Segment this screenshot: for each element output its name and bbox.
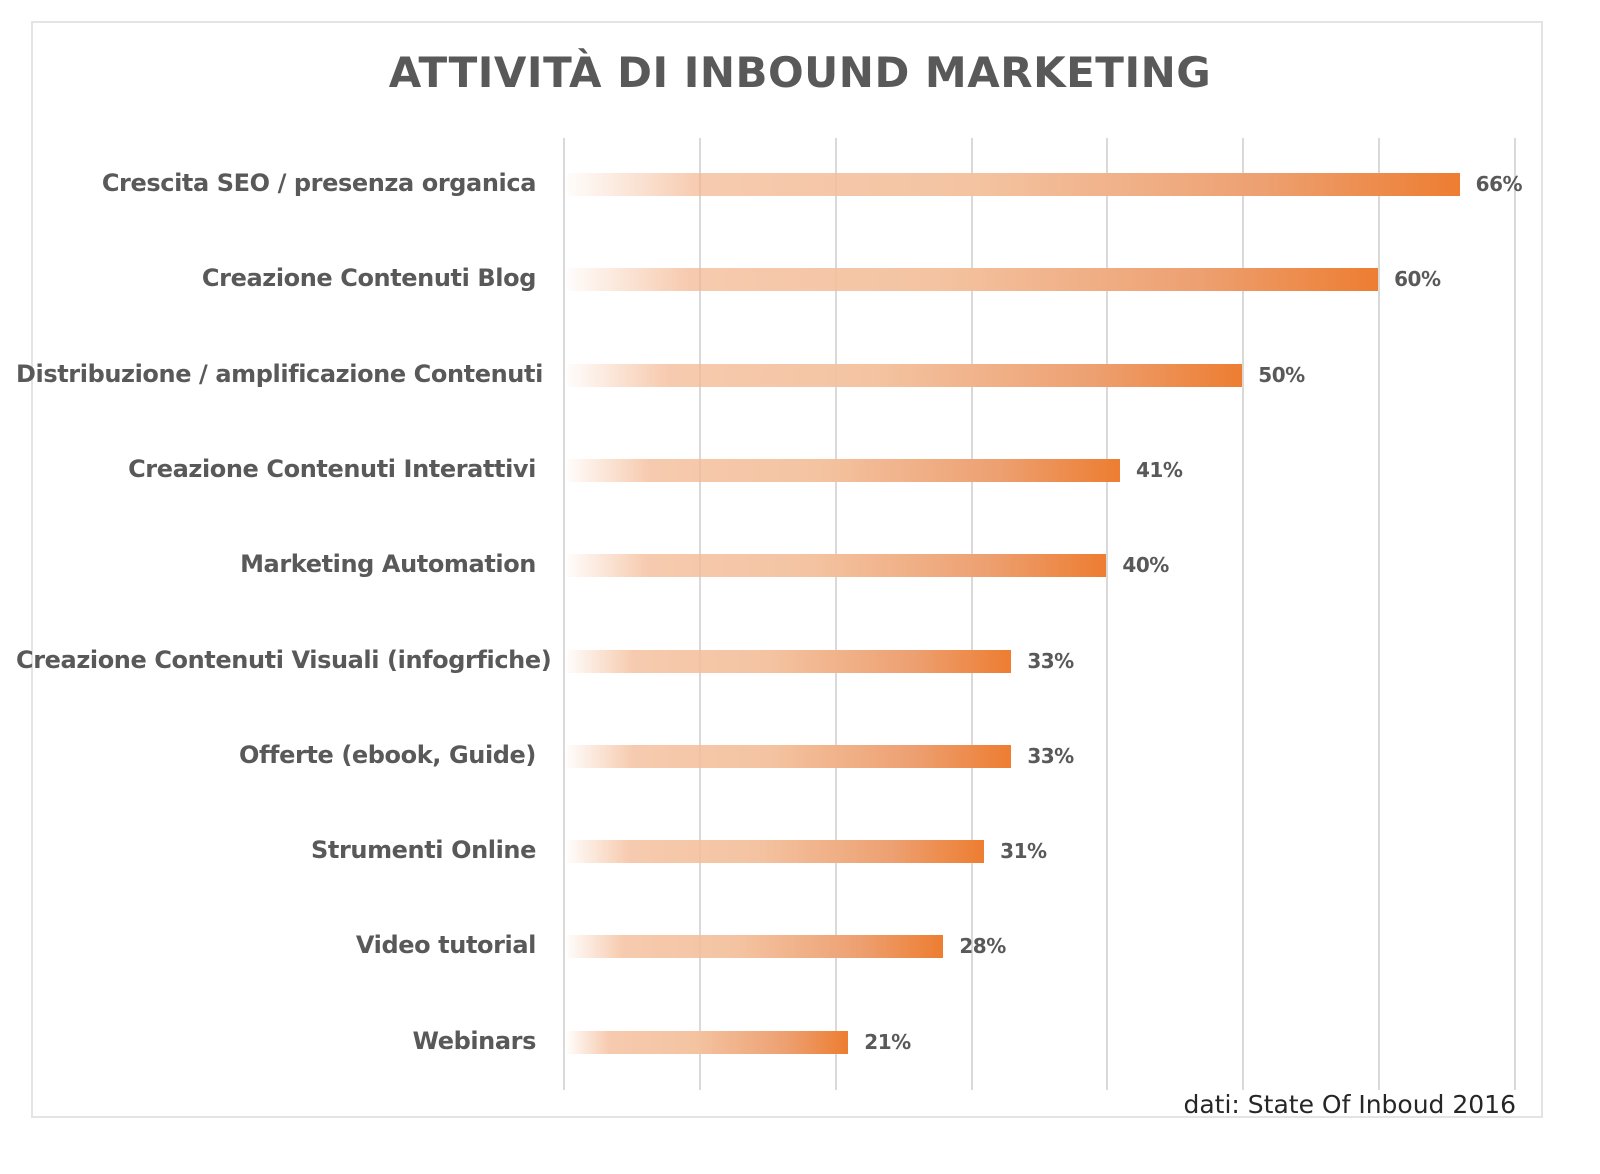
category-label: Crescita SEO / presenza organica <box>101 169 537 197</box>
gridline <box>1106 138 1108 1090</box>
bar <box>567 458 1120 482</box>
category-label: Offerte (ebook, Guide) <box>239 740 536 769</box>
category-label: Creazione Contenuti Blog <box>201 264 536 293</box>
bar <box>567 363 1243 387</box>
plot-area <box>563 138 1516 1090</box>
gridline <box>1378 138 1380 1090</box>
category-label: Video tutorial <box>355 931 536 960</box>
gridline <box>1514 138 1516 1090</box>
category-label: Strumenti Online <box>310 836 536 865</box>
gridline <box>699 138 701 1090</box>
bar <box>567 744 1012 768</box>
value-label: 41% <box>1136 457 1183 482</box>
bar <box>567 173 1460 196</box>
bar <box>567 1030 849 1054</box>
category-label: Distribuzione / amplificazione Contenuti <box>16 359 543 388</box>
value-label: 28% <box>959 934 1006 959</box>
value-label: 31% <box>1000 839 1047 864</box>
value-label: 33% <box>1027 648 1074 673</box>
chart-title: ATTIVITÀ DI INBOUND MARKETING <box>388 48 1212 97</box>
category-label: Webinars <box>412 1026 536 1055</box>
category-label: Creazione Contenuti Visuali (infogrfiche… <box>16 645 552 674</box>
gridline <box>971 138 973 1090</box>
source-annotation: dati: State Of Inboud 2016 <box>1183 1090 1516 1119</box>
value-label: 66% <box>1475 172 1523 196</box>
bar <box>567 554 1107 578</box>
value-label: 60% <box>1394 267 1441 292</box>
gridline <box>1242 138 1244 1090</box>
bar <box>567 649 1012 673</box>
bar <box>567 840 985 864</box>
value-label: 33% <box>1027 743 1074 768</box>
value-label: 50% <box>1258 362 1305 387</box>
category-label: Creazione Contenuti Interattivi <box>128 454 536 483</box>
value-label: 21% <box>864 1029 911 1054</box>
bar <box>567 268 1379 292</box>
category-label: Marketing Automation <box>240 550 536 579</box>
value-label: 40% <box>1122 553 1169 578</box>
gridline <box>835 138 837 1090</box>
bar <box>567 935 944 959</box>
gridline <box>563 138 565 1090</box>
